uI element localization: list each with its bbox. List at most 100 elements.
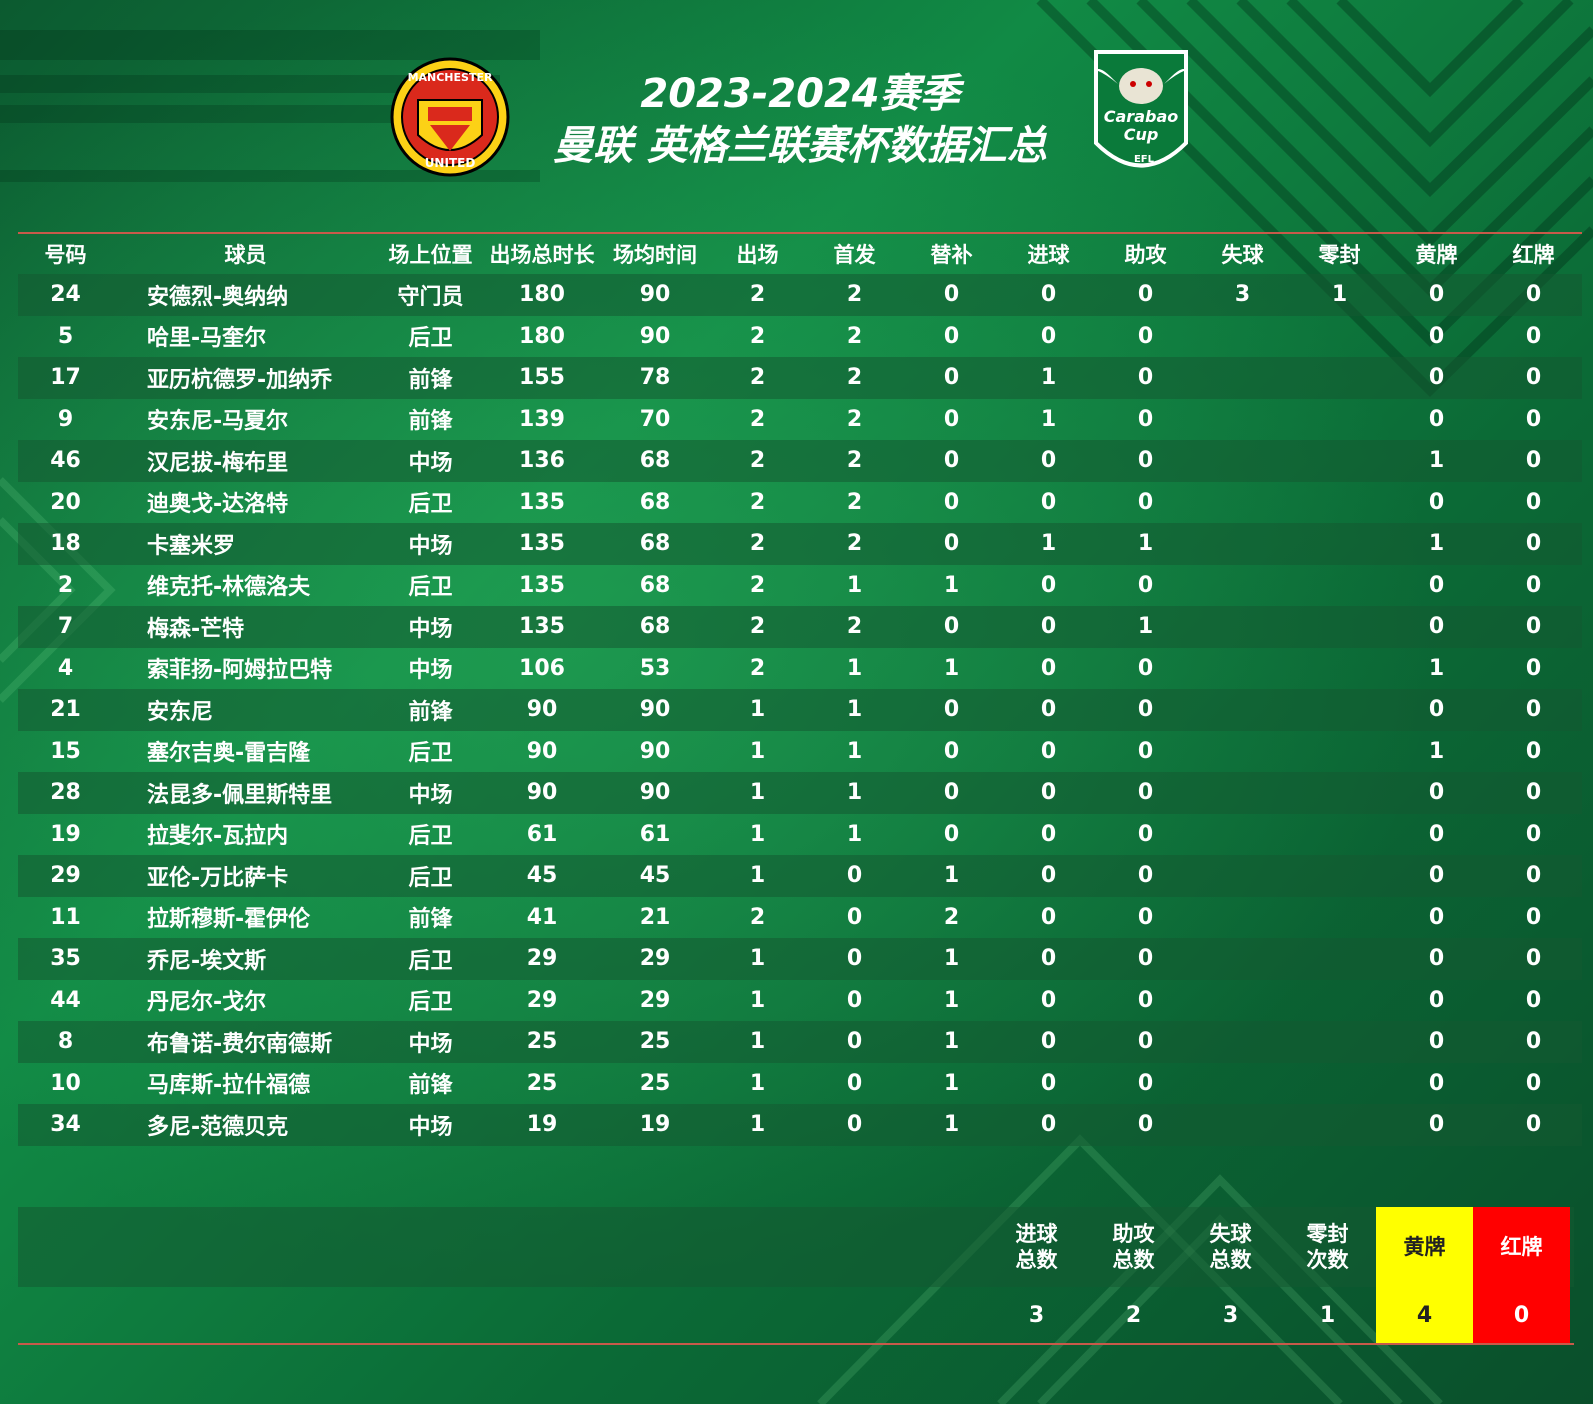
summary-column: 失球 总数 3 <box>1182 1207 1279 1343</box>
table-cell: 0 <box>1388 938 1485 980</box>
table-cell: 中场 <box>378 440 483 482</box>
table-cell: 前锋 <box>408 1073 453 1099</box>
table-cell: 2 <box>749 323 766 349</box>
table-cell: 8 <box>18 1021 113 1063</box>
summary-label: 零封 次数 <box>1279 1207 1376 1287</box>
table-cell: 后卫 <box>408 326 453 352</box>
table-row: 19 拉斐尔-瓦拉内 后卫 61 61 1 1 0 0 0 0 0 <box>18 814 1582 856</box>
table-cell: 3 <box>1194 274 1291 316</box>
table-cell: 0 <box>1388 1021 1485 1063</box>
table-cell: 1 <box>1388 440 1485 482</box>
table-cell: 前锋 <box>408 907 453 933</box>
table-cell: 1 <box>709 689 806 731</box>
table-header-row: 号码 球员 场上位置 出场总时长 场均时间 出场 首发 替补 进球 助攻 失球 零封 黄牌 红牌 <box>18 232 1582 274</box>
table-cell: 1 <box>1428 655 1445 681</box>
table-cell <box>1291 814 1388 856</box>
table-cell: 0 <box>1485 855 1582 897</box>
table-cell: 1 <box>749 1070 766 1096</box>
table-cell: 安东尼-马夏尔 <box>147 409 289 435</box>
table-row: 18 卡塞米罗 中场 135 68 2 2 0 1 1 1 0 <box>18 523 1582 565</box>
table-cell: 90 <box>483 689 601 731</box>
column-header: 进球 <box>1000 232 1097 274</box>
table-cell <box>1194 523 1291 565</box>
table-cell: 0 <box>1000 274 1097 316</box>
table-cell: 0 <box>1137 821 1154 847</box>
table-cell: 0 <box>1137 1070 1154 1096</box>
table-cell: 1 <box>709 938 806 980</box>
table-cell: 2 <box>846 323 863 349</box>
table-cell: 0 <box>1525 738 1542 764</box>
summary-label-line2: 总数 <box>1209 1248 1252 1272</box>
table-cell: 中场 <box>378 606 483 648</box>
table-cell: 29 <box>601 938 709 980</box>
summary-value: 2 <box>1125 1302 1142 1328</box>
table-cell: 1 <box>846 572 863 598</box>
table-row: 34 多尼-范德贝克 中场 19 19 1 0 1 0 0 0 0 <box>18 1104 1582 1146</box>
summary-label-line1: 进球 <box>1015 1222 1058 1246</box>
table-cell <box>1291 565 1388 607</box>
table-cell: 后卫 <box>408 492 453 518</box>
table-cell: 1 <box>806 772 903 814</box>
table-cell: 1 <box>1097 523 1194 565</box>
table-cell: 0 <box>1000 606 1097 648</box>
table-cell: 2 <box>57 572 74 598</box>
table-cell: 0 <box>1525 406 1542 432</box>
table-cell: 1 <box>943 572 960 598</box>
table-cell: 1 <box>903 938 1000 980</box>
table-cell <box>1291 855 1388 897</box>
table-cell: 后卫 <box>378 938 483 980</box>
table-cell: 0 <box>1485 938 1582 980</box>
table-row: 29 亚伦-万比萨卡 后卫 45 45 1 0 1 0 0 0 0 <box>18 855 1582 897</box>
summary-label: 红牌 <box>1473 1207 1570 1287</box>
table-row: 17 亚历杭德罗-加纳乔 前锋 155 78 2 2 0 1 0 0 0 <box>18 357 1582 399</box>
table-cell <box>1194 855 1291 897</box>
table-cell: 25 <box>526 1070 558 1096</box>
table-cell: 2 <box>806 274 903 316</box>
table-cell: 2 <box>709 274 806 316</box>
table-cell: 后卫 <box>408 575 453 601</box>
table-cell: 2 <box>943 904 960 930</box>
table-cell: 中场 <box>408 658 453 684</box>
summary-label-line1: 失球 <box>1209 1222 1252 1246</box>
table-cell: 0 <box>1485 1104 1582 1146</box>
table-cell <box>1291 357 1388 399</box>
table-cell: 0 <box>1137 987 1154 1013</box>
table-cell: 迪奥戈-达洛特 <box>147 492 289 518</box>
table-cell: 25 <box>483 1021 601 1063</box>
table-cell: 0 <box>1428 904 1445 930</box>
table-cell: 0 <box>903 772 1000 814</box>
table-cell: 1 <box>846 738 863 764</box>
column-header: 号码 <box>18 232 113 274</box>
table-row: 35 乔尼-埃文斯 后卫 29 29 1 0 1 0 0 0 0 <box>18 938 1582 980</box>
cup-text: Cup <box>1124 125 1159 144</box>
summary-value: 4 <box>1416 1302 1433 1328</box>
table-cell <box>1194 399 1291 441</box>
column-header: 零封 <box>1291 232 1388 274</box>
table-cell: 1 <box>709 772 806 814</box>
table-cell: 25 <box>639 1070 671 1096</box>
table-cell: 0 <box>1040 738 1057 764</box>
table-cell: 34 <box>18 1104 113 1146</box>
table-cell <box>1194 1021 1291 1063</box>
table-cell: 0 <box>1040 1070 1057 1096</box>
table-cell: 0 <box>1388 357 1485 399</box>
table-cell: 0 <box>903 523 1000 565</box>
table-cell: 61 <box>526 821 558 847</box>
table-cell: 0 <box>1137 904 1154 930</box>
table-cell: 29 <box>639 987 671 1013</box>
table-cell: 0 <box>1000 440 1097 482</box>
table-cell: 136 <box>483 440 601 482</box>
summary-column: 红牌 0 <box>1473 1207 1570 1343</box>
table-cell <box>1291 482 1388 524</box>
table-cell: 0 <box>1428 821 1445 847</box>
table-cell: 0 <box>1000 1021 1097 1063</box>
table-cell: 0 <box>1525 904 1542 930</box>
table-cell: 1 <box>1000 523 1097 565</box>
summary-label-line1: 红牌 <box>1500 1235 1543 1259</box>
table-cell <box>1194 897 1291 939</box>
table-cell: 2 <box>709 606 806 648</box>
table-cell: 0 <box>1000 689 1097 731</box>
efl-text: EFL <box>1134 154 1155 165</box>
table-cell <box>1194 938 1291 980</box>
table-cell: 安东尼 <box>113 689 378 731</box>
